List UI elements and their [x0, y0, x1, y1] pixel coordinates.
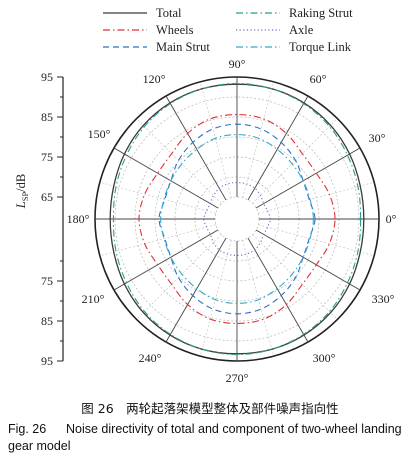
angle-tick-label: 90°	[229, 57, 246, 71]
legend-label: Raking Strut	[289, 6, 353, 20]
grid-spoke	[136, 234, 222, 320]
series-line-raking-strut	[112, 82, 362, 356]
y-axis-label: LSP/dB	[14, 174, 30, 209]
grid-spoke	[165, 237, 227, 343]
radial-tick-label: 95	[41, 70, 53, 84]
radial-tick-label: 65	[41, 190, 53, 204]
grid-spoke	[136, 118, 222, 204]
series-layer	[109, 82, 365, 356]
series-line-total	[109, 83, 365, 355]
grid-spoke	[199, 81, 232, 198]
y-axis-label-subscript: SP	[20, 192, 30, 202]
legend-label: Total	[156, 6, 182, 20]
polar-grid	[94, 76, 380, 362]
grid-spoke	[113, 229, 219, 291]
grid-spoke	[113, 147, 219, 209]
angle-tick-label: 60°	[310, 72, 327, 86]
series-line-wheels	[138, 114, 336, 324]
grid-spoke	[199, 240, 232, 357]
angle-tick-label: 210°	[82, 292, 105, 306]
grid-spoke	[242, 81, 275, 198]
grid-spoke	[247, 95, 309, 201]
angle-tick-label: 120°	[143, 72, 166, 86]
radial-tick-label: 95	[41, 354, 53, 368]
angle-tick-label: 300°	[313, 351, 336, 365]
caption-figure-number: Fig. 26	[8, 422, 47, 436]
radial-tick-label: 85	[41, 314, 53, 328]
angle-tick-label: 0°	[386, 212, 397, 226]
radial-tick-label: 85	[41, 110, 53, 124]
angular-tick-labels: 0° 30° 60° 90° 120° 150° 180° 210° 240° 270° 300° 3…	[67, 57, 397, 385]
y-axis-label-symbol: L	[14, 201, 28, 209]
legend-label: Wheels	[156, 23, 194, 37]
angle-tick-label: 30°	[369, 131, 386, 145]
angle-tick-label: 330°	[372, 292, 395, 306]
y-axis-label-unit: /dB	[14, 174, 28, 192]
grid-spoke	[252, 234, 338, 320]
series-line-torque-link	[160, 134, 314, 304]
legend-label: Torque Link	[289, 40, 352, 54]
caption-chinese: 图 26 两轮起落架模型整体及部件噪声指向性	[81, 401, 339, 416]
legend-label: Axle	[289, 23, 314, 37]
legend-label: Main Strut	[156, 40, 210, 54]
grid-spoke	[258, 181, 375, 214]
angle-tick-label: 270°	[226, 371, 249, 385]
grid-spoke	[242, 240, 275, 357]
radial-axis: 95 85 75 65 75 85 95 LSP/dB	[14, 70, 64, 368]
radial-tick-label: 75	[41, 274, 53, 288]
grid-spoke	[252, 118, 338, 204]
angle-tick-label: 150°	[88, 127, 111, 141]
grid-spoke	[99, 224, 216, 257]
polar-directivity-chart: Total Raking Strut Wheels Axle Main Strut Tor…	[14, 6, 397, 385]
series-line-axle	[203, 182, 271, 256]
angle-tick-label: 240°	[139, 351, 162, 365]
angle-tick-label: 180°	[67, 212, 90, 226]
legend: Total Raking Strut Wheels Axle Main Strut Tor…	[103, 6, 353, 54]
grid-spoke	[247, 237, 309, 343]
grid-spoke	[255, 147, 361, 209]
radial-tick-label: 75	[41, 150, 53, 164]
grid-spoke	[255, 229, 361, 291]
caption-english-text: Noise directivity of total and component…	[8, 422, 402, 453]
grid-spoke	[258, 224, 375, 257]
grid-spoke	[165, 95, 227, 201]
caption-english: Fig. 26 Noise directivity of total and co…	[8, 421, 416, 455]
grid-spoke	[99, 181, 216, 214]
series-line-main-strut	[158, 123, 316, 315]
grid-ring	[214, 196, 260, 242]
